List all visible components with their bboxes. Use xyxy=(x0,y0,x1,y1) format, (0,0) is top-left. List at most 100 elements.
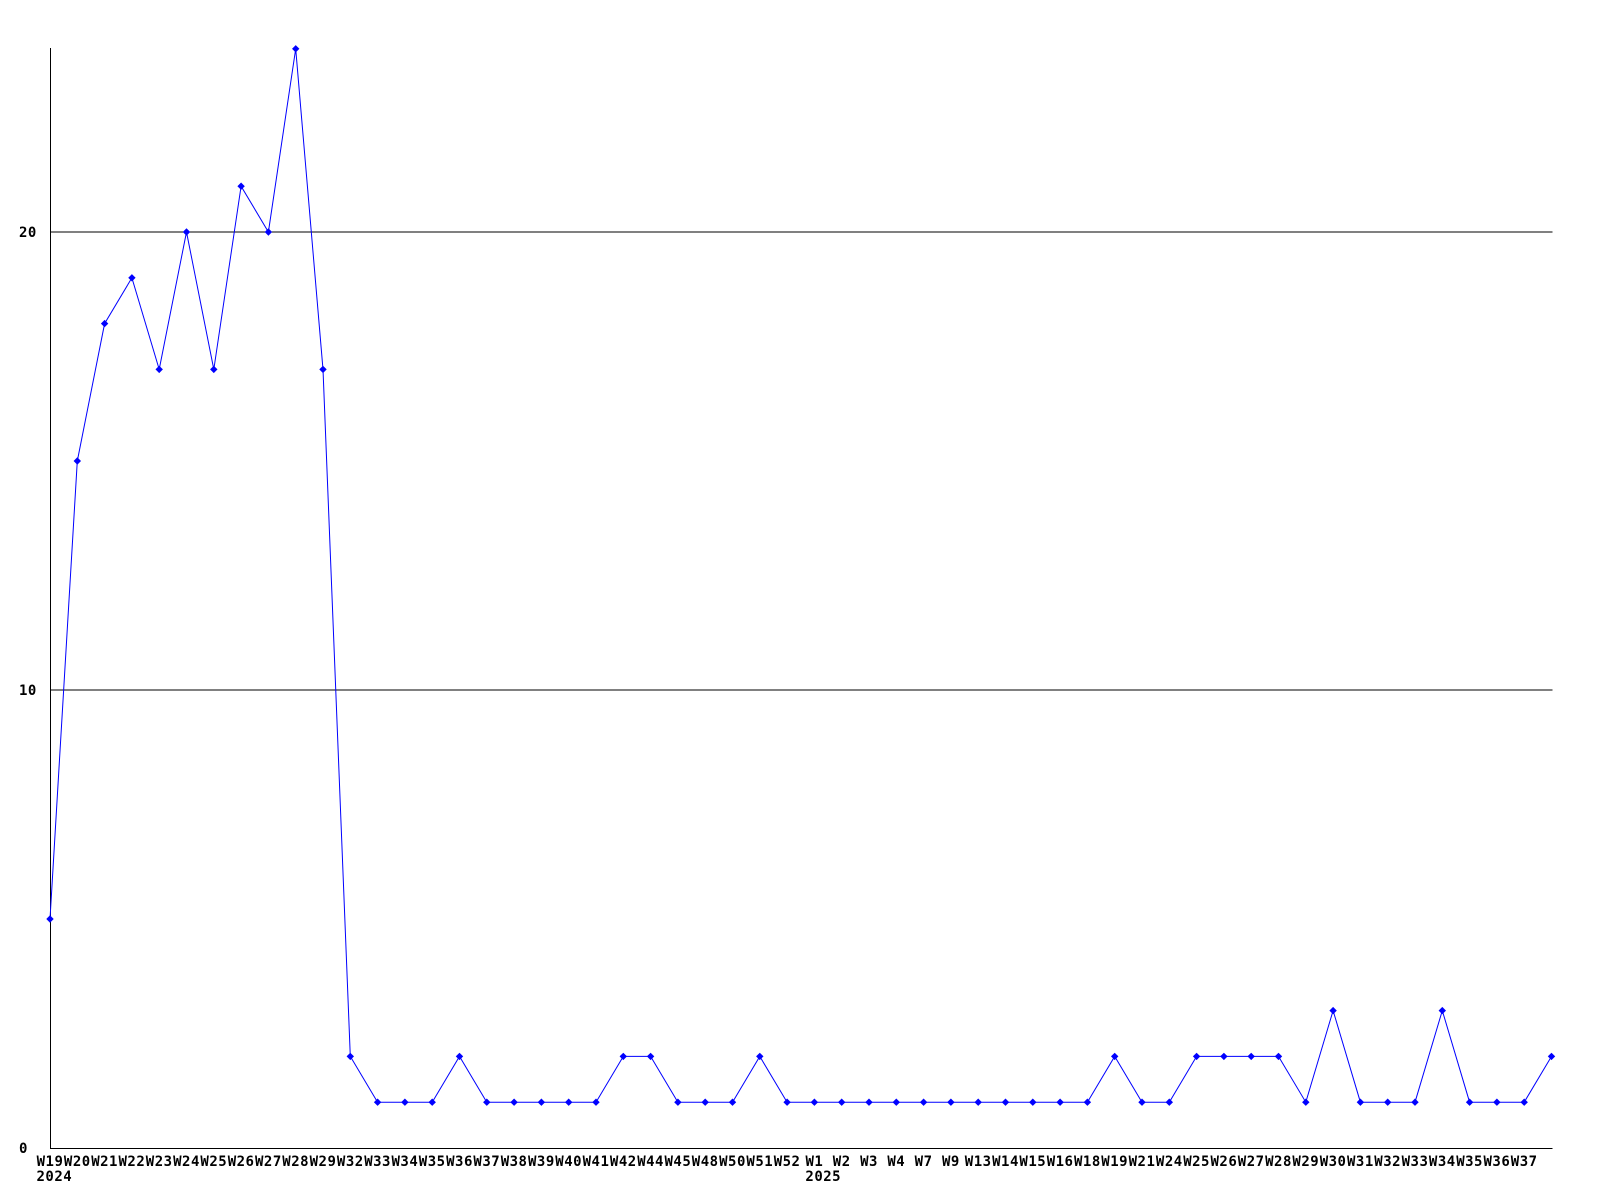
x-tick-label: W34 xyxy=(392,1154,419,1170)
data-point-marker xyxy=(783,1098,791,1106)
data-point-marker xyxy=(592,1098,600,1106)
data-point-marker xyxy=(1547,1052,1556,1061)
x-tick-label: W27 xyxy=(255,1154,282,1170)
data-point-marker xyxy=(646,1052,655,1061)
data-point-marker xyxy=(455,1052,464,1061)
data-point-marker xyxy=(1465,1098,1474,1106)
data-point-marker xyxy=(1247,1052,1255,1061)
x-tick-label: W20 xyxy=(64,1154,91,1170)
data-point-marker xyxy=(428,1098,436,1106)
y-tick-label: 0 xyxy=(19,1141,28,1157)
data-point-marker xyxy=(319,365,327,374)
x-tick-label: W35 xyxy=(419,1154,446,1170)
x-tick-label: W25 xyxy=(1183,1154,1210,1170)
x-tick-label: W21 xyxy=(91,1154,118,1170)
data-point-marker xyxy=(1083,1098,1092,1106)
x-tick-label: W29 xyxy=(1292,1154,1319,1170)
x-tick-label: W19 xyxy=(37,1154,64,1170)
x-tick-label: W15 xyxy=(1019,1154,1046,1170)
data-point-marker xyxy=(1329,1006,1337,1015)
x-tick-label: W32 xyxy=(337,1154,364,1170)
x-tick-label: W41 xyxy=(583,1154,610,1170)
x-tick-label: W50 xyxy=(719,1154,746,1170)
data-point-marker xyxy=(483,1098,491,1106)
data-point-marker xyxy=(701,1098,709,1106)
data-point-marker xyxy=(237,182,245,190)
data-point-marker xyxy=(1138,1098,1146,1106)
x-tick-label: W22 xyxy=(119,1154,146,1170)
x-tick-label: W37 xyxy=(473,1154,500,1170)
x-tick-label: W26 xyxy=(1211,1154,1238,1170)
data-point-marker xyxy=(728,1098,737,1106)
data-point-marker xyxy=(810,1098,819,1106)
x-tick-label: W36 xyxy=(446,1154,473,1170)
x-tick-label: W48 xyxy=(692,1154,719,1170)
data-point-marker xyxy=(291,45,300,53)
x-tick-label: W42 xyxy=(610,1154,637,1170)
x-tick-label: W39 xyxy=(528,1154,555,1170)
x-tick-label: W28 xyxy=(1265,1154,1292,1170)
x-tick-label: W36 xyxy=(1484,1154,1511,1170)
data-point-marker xyxy=(1056,1098,1064,1106)
data-point-marker xyxy=(564,1098,573,1106)
x-tick-label: W34 xyxy=(1429,1154,1456,1170)
data-point-marker xyxy=(1411,1098,1419,1106)
x-tick-label: W29 xyxy=(310,1154,337,1170)
x-tick-label: W13 xyxy=(965,1154,992,1170)
x-tick-label: W19 xyxy=(1101,1154,1128,1170)
x-tick-label: W26 xyxy=(228,1154,255,1170)
data-point-marker xyxy=(1165,1098,1174,1106)
x-tick-label: W25 xyxy=(200,1154,227,1170)
x-tick-label: W24 xyxy=(173,1154,200,1170)
data-point-marker xyxy=(619,1052,628,1061)
data-line xyxy=(49,48,1552,1104)
data-point-marker xyxy=(1493,1098,1501,1106)
data-point-marker xyxy=(1520,1098,1528,1106)
data-point-marker xyxy=(155,365,163,374)
x-tick-label: W24 xyxy=(1156,1154,1183,1170)
x-tick-label: W14 xyxy=(992,1154,1019,1170)
x-tick-label: W37 xyxy=(1511,1154,1538,1170)
data-point-marker xyxy=(264,228,273,236)
data-point-marker xyxy=(1192,1052,1201,1061)
data-point-marker xyxy=(510,1098,518,1106)
data-point-marker xyxy=(346,1052,355,1061)
x-tick-label: W2 xyxy=(833,1154,851,1170)
x-tick-label: W51 xyxy=(746,1154,773,1170)
data-point-marker xyxy=(947,1098,955,1106)
x-tick-label: W3 xyxy=(860,1154,878,1170)
x-tick-label: W33 xyxy=(1402,1154,1429,1170)
x-tick-label: W27 xyxy=(1238,1154,1265,1170)
x-tick-label: W1 xyxy=(805,1154,823,1170)
data-point-marker xyxy=(1001,1098,1010,1106)
x-tick-label: W38 xyxy=(501,1154,528,1170)
year-label: 2024 xyxy=(37,1169,73,1185)
x-tick-label: W35 xyxy=(1456,1154,1483,1170)
y-tick-label: 10 xyxy=(19,683,37,699)
data-point-marker xyxy=(674,1098,682,1106)
x-tick-label: W23 xyxy=(146,1154,173,1170)
x-tick-label: W21 xyxy=(1129,1154,1156,1170)
x-tick-label: W40 xyxy=(555,1154,582,1170)
data-point-marker xyxy=(1274,1052,1283,1061)
x-tick-label: W18 xyxy=(1074,1154,1101,1170)
data-point-marker xyxy=(1029,1098,1037,1106)
data-point-marker xyxy=(210,365,218,374)
x-tick-label: W30 xyxy=(1320,1154,1347,1170)
x-tick-label: W28 xyxy=(282,1154,309,1170)
data-point-marker xyxy=(1110,1052,1119,1061)
x-tick-label: W45 xyxy=(665,1154,692,1170)
data-point-marker xyxy=(1383,1098,1392,1106)
data-point-marker xyxy=(537,1098,546,1106)
data-point-marker xyxy=(128,274,136,282)
data-point-marker xyxy=(919,1098,928,1106)
data-point-marker xyxy=(73,457,82,465)
data-point-marker xyxy=(756,1052,764,1061)
y-tick-label: 20 xyxy=(19,225,37,241)
data-point-marker xyxy=(46,915,54,923)
data-point-marker xyxy=(865,1098,873,1106)
x-tick-label: W33 xyxy=(364,1154,391,1170)
data-point-marker xyxy=(974,1098,982,1106)
data-point-marker xyxy=(1220,1052,1228,1061)
